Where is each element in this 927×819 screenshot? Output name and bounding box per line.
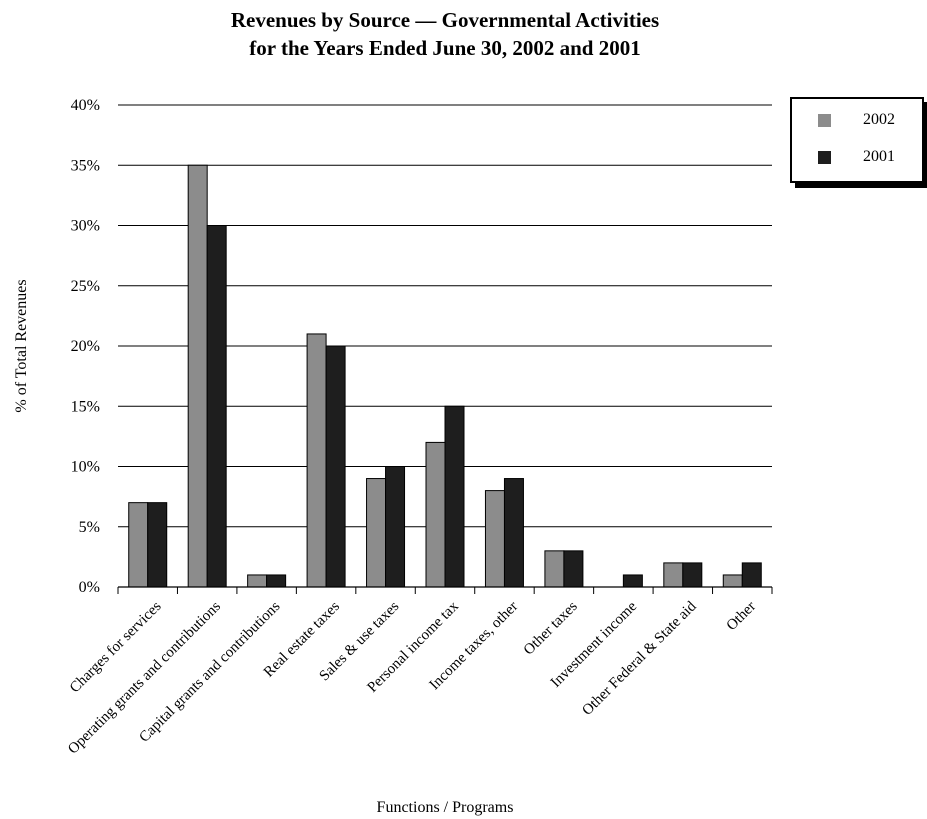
bar-2002-7 — [544, 550, 565, 588]
y-axis-label: % of Total Revenues — [13, 279, 30, 412]
bar-2001-9 — [682, 562, 703, 588]
bar-2002-0 — [128, 502, 149, 588]
bar-2002-9 — [663, 562, 684, 588]
x-tick-label: Other Federal & State aid — [579, 598, 700, 719]
x-axis-label: Functions / Programs — [377, 799, 514, 816]
y-tick-label: 35% — [71, 157, 100, 174]
legend-swatch-2001 — [818, 150, 831, 164]
bar-2001-4 — [385, 466, 406, 588]
legend-swatch-2002 — [818, 113, 831, 127]
chart-subtitle: for the Years Ended June 30, 2002 and 20… — [249, 36, 641, 60]
legend-label-2002: 2002 — [863, 111, 895, 128]
bar-2001-7 — [563, 550, 584, 588]
bar-2001-8 — [622, 574, 643, 588]
bar-2002-3 — [306, 333, 327, 588]
y-tick-label: 5% — [79, 519, 100, 536]
y-tick-label: 15% — [71, 398, 100, 415]
bar-2002-6 — [484, 490, 505, 588]
y-tick-label: 30% — [71, 218, 100, 235]
chart-title: Revenues by Source — Governmental Activi… — [230, 8, 660, 32]
x-tick-label: Other — [724, 599, 759, 634]
y-tick-label: 20% — [71, 338, 100, 355]
bar-2001-0 — [147, 502, 168, 588]
y-tick-label: 10% — [71, 459, 100, 476]
y-tick-label: 0% — [79, 579, 100, 596]
bar-2001-5 — [444, 405, 465, 588]
bar-2001-2 — [266, 574, 287, 588]
y-tick-label: 25% — [71, 278, 100, 295]
bar-2002-10 — [722, 574, 743, 588]
chart-legend: 2002 2001 — [790, 97, 924, 183]
legend-item-2002: 2002 — [818, 109, 895, 131]
bar-2002-2 — [247, 574, 268, 588]
y-tick-label: 40% — [71, 97, 100, 114]
bar-2001-1 — [206, 225, 227, 588]
bar-2002-1 — [187, 164, 208, 588]
bar-2001-3 — [325, 345, 346, 588]
legend-label-2001: 2001 — [863, 148, 895, 165]
bar-2001-10 — [741, 562, 762, 588]
bar-2002-5 — [425, 441, 446, 588]
bar-2001-6 — [503, 478, 524, 588]
x-tick-label: Other taxes — [521, 598, 581, 658]
legend-item-2001: 2001 — [818, 146, 895, 168]
bar-2002-4 — [366, 478, 387, 588]
